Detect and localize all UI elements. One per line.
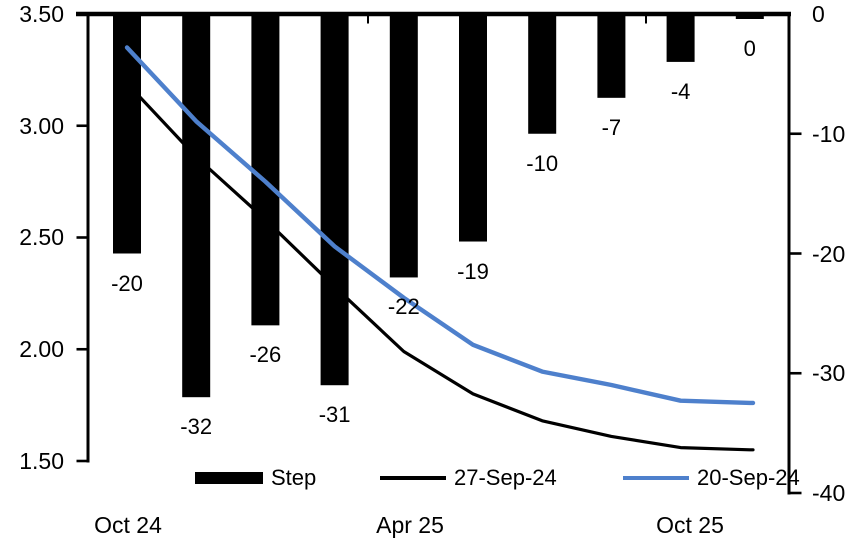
bar-value-label: -19 <box>457 258 489 284</box>
x-axis-label: Apr 25 <box>376 512 444 538</box>
right-axis-tick-label: 0 <box>812 1 825 27</box>
legend-step-swatch <box>195 472 263 484</box>
left-axis-tick-label: 2.50 <box>19 224 64 250</box>
step-bar <box>320 14 349 386</box>
bar-value-label: -22 <box>387 294 420 320</box>
legend-27-sep-24-swatch <box>380 476 446 480</box>
legend-20-sep-24-label: 20-Sep-24 <box>697 465 800 490</box>
legend-27-sep-24-label: 27-Sep-24 <box>454 465 557 490</box>
legend-item-step: Step <box>195 464 316 492</box>
step-bar <box>182 14 211 398</box>
legend-20-sep-24-swatch <box>623 475 689 481</box>
step-bar <box>113 14 141 254</box>
bar-value-label: -32 <box>180 414 213 440</box>
step-bar <box>251 14 280 326</box>
bar-value-label: 0 <box>743 36 756 61</box>
left-axis-tick-label: 2.00 <box>19 336 64 362</box>
bar-value-label: -10 <box>526 150 559 176</box>
bar-value-label: -7 <box>601 114 622 140</box>
left-axis-tick-label: 3.50 <box>19 1 64 27</box>
step-bar <box>389 14 418 278</box>
legend-item-20-sep-24: 20-Sep-24 <box>623 464 800 492</box>
x-axis-label: Oct 24 <box>94 512 162 538</box>
step-bar <box>528 14 557 134</box>
step-bar <box>666 14 695 62</box>
step-bars <box>113 14 764 398</box>
bar-value-label: -26 <box>249 342 282 368</box>
line-27-sep-24 <box>125 81 755 452</box>
x-axis-label: Oct 25 <box>656 512 724 538</box>
legend-step-label: Step <box>271 465 317 490</box>
step-bar <box>597 14 626 98</box>
left-axis-tick-label: 3.00 <box>19 113 64 139</box>
bar-value-label: -20 <box>111 270 143 296</box>
step-bar <box>735 14 764 19</box>
right-axis-tick-label: -20 <box>812 241 846 267</box>
right-axis-tick-label: -40 <box>812 480 846 506</box>
right-axis-tick-label: -30 <box>812 360 846 386</box>
step-bar <box>459 14 487 242</box>
line-20-sep-24 <box>124 45 756 406</box>
axes <box>76 11 802 495</box>
bar-value-label: -4 <box>670 78 691 104</box>
right-axis-tick-label: -10 <box>812 121 846 147</box>
left-axis-tick-label: 1.50 <box>19 448 64 474</box>
legend-item-27-sep-24: 27-Sep-24 <box>380 464 557 492</box>
bar-value-label: -31 <box>318 402 351 428</box>
